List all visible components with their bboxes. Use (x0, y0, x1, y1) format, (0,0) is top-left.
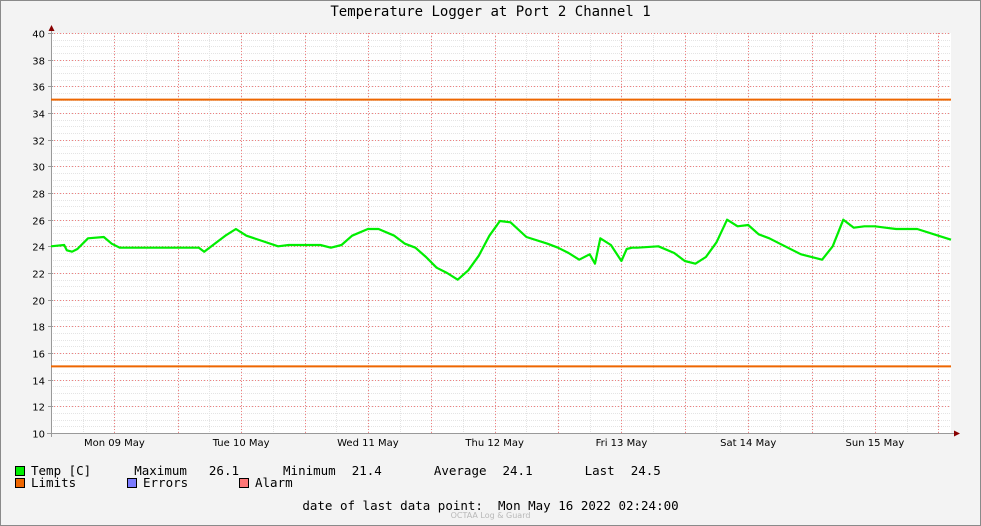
y-axis-arrow (48, 25, 55, 31)
x-tick-label: Sat 14 May (720, 438, 776, 449)
x-tick-label: Tue 10 May (212, 438, 270, 449)
y-tick-label: 18 (32, 323, 45, 334)
stat-last-value: 24.5 (630, 463, 661, 478)
y-tick-label: 22 (32, 270, 45, 281)
stat-minimum-value: 21.4 (351, 463, 382, 478)
series-layer (50, 218, 952, 281)
chart-title: Temperature Logger at Port 2 Channel 1 (330, 4, 651, 20)
x-tick-label: Wed 11 May (337, 438, 399, 449)
axis-layer (47, 25, 960, 437)
legend-label-errors: Errors (143, 475, 189, 490)
legend-item-limits: Limits (15, 475, 127, 490)
legend-swatch-limits (15, 477, 25, 488)
y-tick-label: 14 (32, 377, 45, 388)
chart-svg: 10 12 14 16 18 20 22 24 26 28 30 32 34 36 38 40 Mon 09 M… (32, 25, 960, 450)
label-layer: 10 12 14 16 18 20 22 24 26 28 30 32 34 36 38 40 Mon 09 M… (32, 30, 904, 450)
x-tick-label: Mon 09 May (84, 438, 145, 449)
legend-item-temp: Temp [C] (15, 463, 91, 478)
legend-label-alarm: Alarm (255, 475, 293, 490)
limit-layer (51, 98, 951, 368)
stat-average-label: Average (433, 463, 487, 478)
last-data-point-label: date of last data point: (302, 498, 483, 513)
legend-swatch-temp (15, 465, 25, 476)
legend-label-limits: Limits (31, 475, 77, 490)
y-tick-label: 40 (32, 30, 45, 41)
y-tick-label: 28 (32, 190, 45, 201)
y-tick-label: 24 (32, 243, 45, 254)
legend-row-1: Temp [C] Maximum 26.1 Minimum 21.4 Avera… (15, 463, 661, 478)
y-tick-label: 20 (32, 297, 45, 308)
x-tick-label: Thu 12 May (464, 438, 524, 449)
series-temp-line (50, 218, 952, 281)
stat-last-label: Last (584, 463, 615, 478)
legend-row-2: Limits Errors Alarm (15, 475, 293, 490)
y-tick-label: 38 (32, 57, 45, 68)
stat-average-value: 24.1 (502, 463, 533, 478)
watermark: OCTAA Log & Guard (450, 511, 531, 520)
y-tick-label: 30 (32, 163, 45, 174)
last-data-point-value: Mon May 16 2022 02:24:00 (498, 498, 679, 513)
stat-maximum-value: 26.1 (208, 463, 240, 478)
y-tick-label: 36 (32, 83, 45, 94)
legend-swatch-errors (127, 477, 137, 488)
grid-layer (51, 33, 951, 434)
y-tick-label: 26 (32, 217, 45, 228)
y-tick-label: 10 (32, 430, 45, 441)
y-tick-label: 12 (32, 403, 45, 414)
last-data-point: date of last data point: Mon May 16 2022… (0, 498, 981, 513)
stat-minimum-label: Minimum (283, 463, 336, 478)
legend-item-errors: Errors (127, 475, 239, 490)
y-tick-label: 16 (32, 350, 45, 361)
x-axis-arrow (954, 430, 960, 437)
y-tick-label: 32 (32, 137, 45, 148)
y-tick-label: 34 (32, 110, 45, 121)
legend-label-temp: Temp [C] (31, 463, 92, 478)
stat-maximum-label: Maximum (134, 463, 187, 478)
legend-item-alarm: Alarm (239, 475, 293, 490)
x-tick-label: Sun 15 May (846, 438, 905, 449)
legend-swatch-alarm (239, 477, 249, 488)
x-tick-label: Fri 13 May (596, 438, 648, 449)
